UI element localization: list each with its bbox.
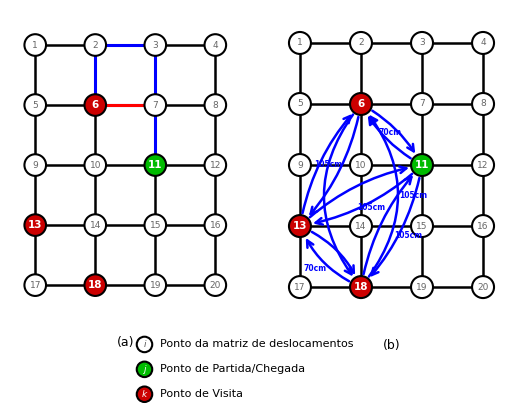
Text: 19: 19 (149, 281, 161, 290)
Circle shape (472, 276, 494, 298)
Circle shape (205, 214, 226, 236)
Text: 11: 11 (415, 160, 429, 170)
Text: 14: 14 (355, 222, 366, 231)
Text: 70cm: 70cm (304, 264, 327, 273)
Circle shape (289, 154, 311, 176)
Text: 10: 10 (355, 161, 367, 169)
Circle shape (472, 32, 494, 54)
Text: 13: 13 (28, 220, 42, 230)
Text: 6: 6 (92, 100, 99, 110)
Text: 70cm: 70cm (378, 129, 401, 137)
Text: 17: 17 (29, 281, 41, 290)
Circle shape (145, 94, 166, 116)
Circle shape (411, 276, 433, 298)
Text: 17: 17 (294, 283, 306, 292)
Text: 6: 6 (358, 99, 364, 109)
Circle shape (289, 32, 311, 54)
Text: (a): (a) (116, 336, 134, 349)
Text: Ponto de Visita: Ponto de Visita (160, 389, 243, 399)
Circle shape (205, 94, 226, 116)
Text: 7: 7 (152, 100, 158, 110)
Circle shape (137, 361, 152, 377)
Text: 15: 15 (416, 222, 428, 231)
Circle shape (25, 214, 46, 236)
Text: 1: 1 (32, 41, 38, 49)
Text: 2: 2 (92, 41, 98, 49)
Text: i: i (143, 340, 146, 349)
Text: 4: 4 (212, 41, 218, 49)
Text: 3: 3 (152, 41, 158, 49)
Text: 12: 12 (477, 161, 489, 169)
Text: 105cm: 105cm (394, 231, 422, 240)
Text: 5: 5 (297, 100, 303, 108)
Circle shape (411, 215, 433, 237)
Text: 105cm: 105cm (399, 191, 427, 200)
Text: 10: 10 (89, 161, 101, 170)
Circle shape (85, 34, 106, 56)
Text: 20: 20 (477, 283, 489, 292)
Text: 8: 8 (480, 100, 486, 108)
Circle shape (289, 93, 311, 115)
Text: 15: 15 (149, 221, 161, 229)
Circle shape (25, 94, 46, 116)
Text: 13: 13 (293, 221, 307, 231)
Text: (b): (b) (383, 339, 400, 352)
Text: 105cm: 105cm (315, 160, 343, 169)
Circle shape (350, 32, 372, 54)
Circle shape (145, 214, 166, 236)
Text: 4: 4 (480, 39, 486, 47)
Text: k: k (142, 390, 147, 399)
Circle shape (350, 215, 372, 237)
Text: 16: 16 (477, 222, 489, 231)
Circle shape (145, 154, 166, 176)
Text: 16: 16 (209, 221, 221, 229)
Text: j: j (143, 365, 146, 374)
Text: 7: 7 (419, 100, 425, 108)
Circle shape (472, 93, 494, 115)
Text: 1: 1 (297, 39, 303, 47)
Circle shape (472, 154, 494, 176)
Circle shape (289, 215, 311, 237)
Circle shape (145, 274, 166, 296)
Circle shape (137, 337, 152, 352)
Text: 3: 3 (419, 39, 425, 47)
Text: 18: 18 (354, 282, 368, 292)
Circle shape (85, 274, 106, 296)
Text: 9: 9 (297, 161, 303, 169)
Circle shape (350, 276, 372, 298)
Circle shape (205, 34, 226, 56)
Circle shape (85, 214, 106, 236)
Circle shape (472, 215, 494, 237)
Circle shape (350, 154, 372, 176)
Circle shape (25, 34, 46, 56)
Circle shape (350, 93, 372, 115)
Circle shape (205, 274, 226, 296)
Circle shape (145, 34, 166, 56)
Circle shape (85, 154, 106, 176)
Text: 105cm: 105cm (358, 203, 386, 212)
Circle shape (205, 154, 226, 176)
Circle shape (411, 154, 433, 176)
Circle shape (289, 276, 311, 298)
Text: 2: 2 (358, 39, 364, 47)
Circle shape (25, 274, 46, 296)
Text: Ponto de Partida/Chegada: Ponto de Partida/Chegada (160, 364, 305, 374)
Text: 19: 19 (416, 283, 428, 292)
Circle shape (25, 154, 46, 176)
Text: 20: 20 (210, 281, 221, 290)
Text: Ponto da matriz de deslocamentos: Ponto da matriz de deslocamentos (160, 339, 353, 349)
Text: 11: 11 (148, 160, 162, 170)
Circle shape (85, 94, 106, 116)
Circle shape (411, 93, 433, 115)
Circle shape (137, 386, 152, 402)
Text: 14: 14 (90, 221, 101, 229)
Text: 5: 5 (32, 100, 38, 110)
Text: 8: 8 (212, 100, 218, 110)
Text: 12: 12 (210, 161, 221, 170)
Text: 9: 9 (32, 161, 38, 170)
Circle shape (411, 32, 433, 54)
Text: 18: 18 (88, 280, 102, 290)
